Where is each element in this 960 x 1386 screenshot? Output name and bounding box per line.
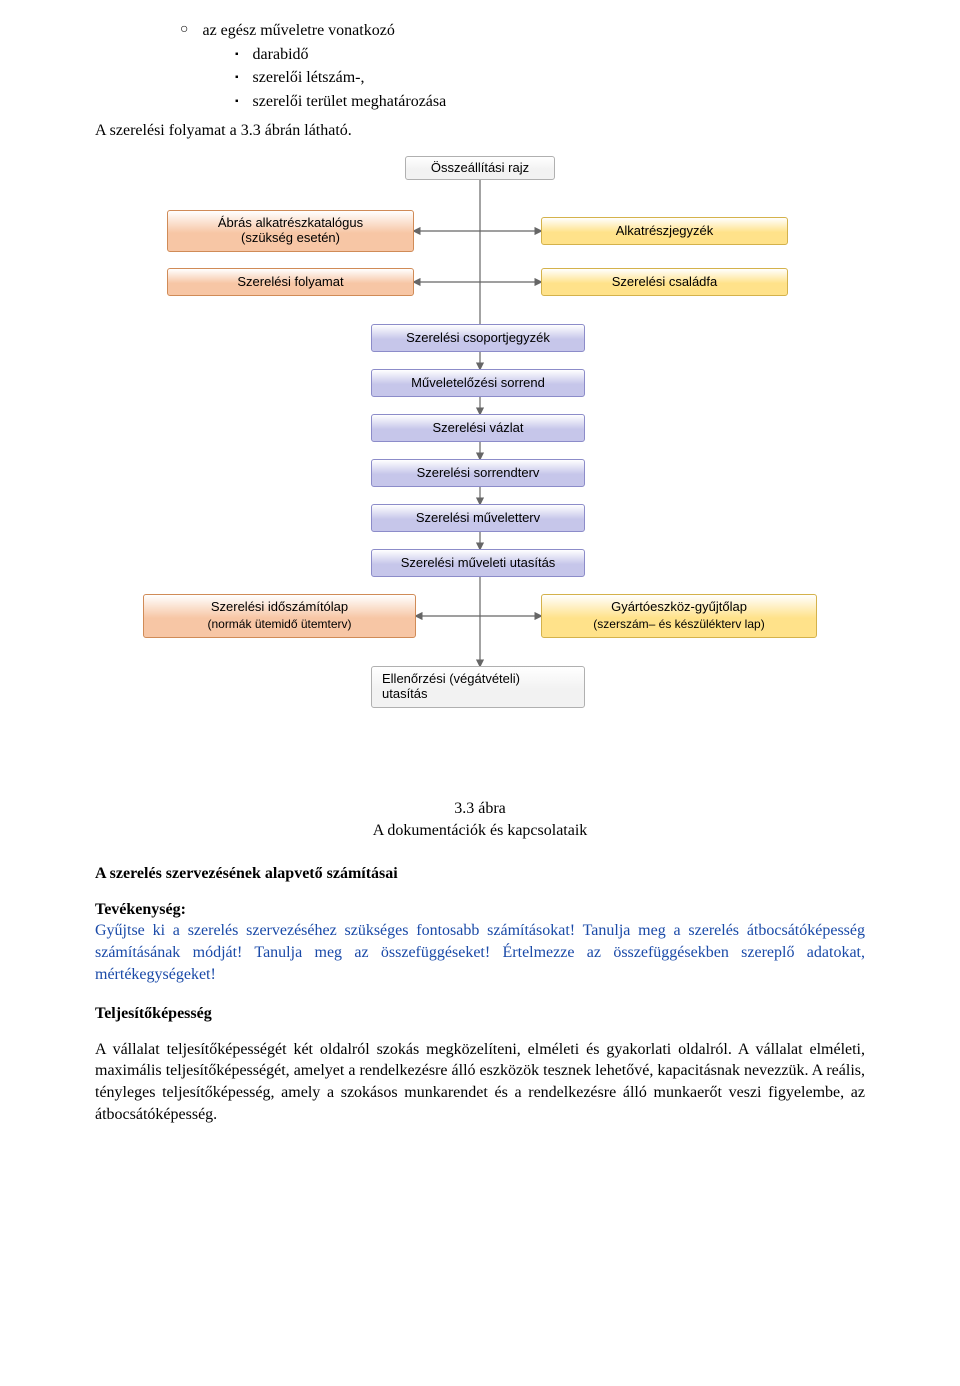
flowchart-node: Szerelési családfa	[541, 268, 788, 296]
activity-label: Tevékenység:	[95, 901, 186, 918]
flowchart-node: Szerelési műveleti utasítás	[371, 549, 585, 577]
subsection-heading: Teljesítőképesség	[95, 1003, 865, 1025]
activity-block: Tevékenység: Gyűjtse ki a szerelés szerv…	[95, 899, 865, 985]
flowchart-node: Szerelési folyamat	[167, 268, 414, 296]
bullet-square-icon: ▪	[235, 71, 239, 89]
list-item: ▪ szerelői terület meghatározása	[235, 91, 865, 113]
caption-title: A dokumentációk és kapcsolataik	[95, 820, 865, 842]
activity-text: Tevékenység: Gyűjtse ki a szerelés szerv…	[95, 899, 865, 985]
section-heading: A szerelés szervezésének alapvető számít…	[95, 863, 865, 885]
flowchart-node: Szerelési műveletterv	[371, 504, 585, 532]
list-item: ▪ szerelői létszám-,	[235, 67, 865, 89]
flowchart-node: Gyártóeszköz-gyűjtőlap	[541, 597, 817, 617]
flowchart-node: Ellenőrzési (végátvételi)utasítás	[371, 666, 585, 708]
flowchart-node: Szerelési vázlat	[371, 414, 585, 442]
list-item-text: szerelői terület meghatározása	[253, 91, 447, 113]
list-item: ○ az egész műveletre vonatkozó	[180, 20, 865, 42]
flowchart-node: Szerelési időszámítólap	[143, 597, 416, 617]
figure-caption: 3.3 ábra A dokumentációk és kapcsolataik	[95, 798, 865, 841]
intro-list: ○ az egész műveletre vonatkozó ▪ darabid…	[180, 20, 865, 112]
body-paragraph: A vállalat teljesítőképességét két oldal…	[95, 1039, 865, 1125]
flowchart-node: (normák ütemidő ütemterv)	[143, 615, 416, 635]
list-item-text: darabidő	[253, 44, 309, 66]
intro-para: A szerelési folyamat a 3.3 ábrán látható…	[95, 120, 865, 142]
caption-number: 3.3 ábra	[95, 798, 865, 820]
flowchart-node: Összeállítási rajz	[405, 156, 555, 180]
activity-body: Gyűjtse ki a szerelés szervezéséhez szük…	[95, 922, 865, 982]
flowchart: Összeállítási rajz Ábrás alkatrészkatalóg…	[127, 156, 833, 768]
flowchart-node: (szerszám– és készülékterv lap)	[541, 615, 817, 635]
bullet-square-icon: ▪	[235, 48, 239, 66]
flowchart-node: Alkatrészjegyzék	[541, 217, 788, 245]
list-item: ▪ darabidő	[235, 44, 865, 66]
flowchart-node: Szerelési sorrendterv	[371, 459, 585, 487]
list-item-text: az egész műveletre vonatkozó	[202, 20, 394, 42]
flowchart-node: Műveletelőzési sorrend	[371, 369, 585, 397]
list-item-text: szerelői létszám-,	[253, 67, 365, 89]
bullet-square-icon: ▪	[235, 95, 239, 113]
flowchart-node: Szerelési csoportjegyzék	[371, 324, 585, 352]
flowchart-node: Ábrás alkatrészkatalógus(szükség esetén)	[167, 210, 414, 252]
bullet-circle-icon: ○	[180, 21, 188, 42]
